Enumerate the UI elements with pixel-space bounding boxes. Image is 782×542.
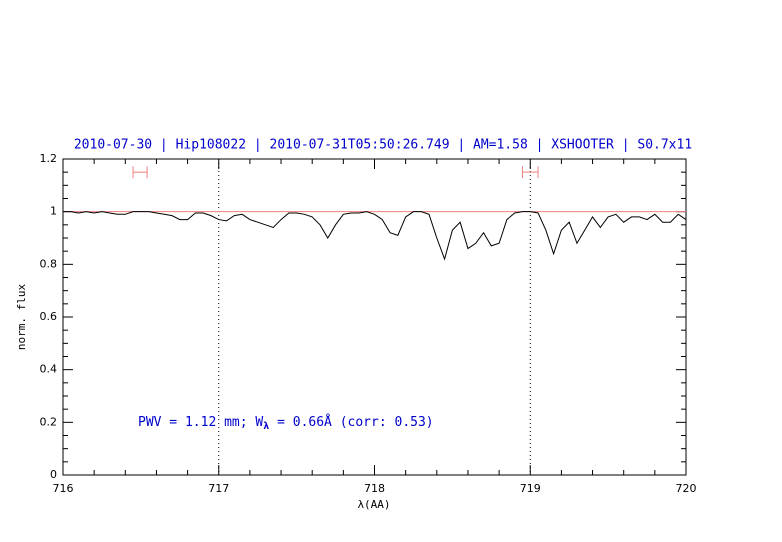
spectrum-line xyxy=(63,211,687,261)
y-tick-label: 0.8 xyxy=(40,257,58,270)
annotation: PWV = 1.12 mm; Wλ = 0.66Å (corr: 0.53) xyxy=(138,414,434,433)
annotation-subscript: λ xyxy=(263,421,269,432)
x-tick-label: 716 xyxy=(53,482,74,495)
x-axis-label: λ(AA) xyxy=(357,498,390,511)
y-tick-label: 0.6 xyxy=(40,310,58,323)
x-tick-label: 720 xyxy=(676,482,697,495)
chart-title: 2010-07-30 | Hip108022 | 2010-07-31T05:5… xyxy=(74,138,692,153)
annotation-text: PWV = 1.12 mm; W xyxy=(138,415,263,430)
y-tick-label: 1 xyxy=(50,205,57,218)
x-tick-label: 718 xyxy=(364,482,385,495)
x-tick-label: 719 xyxy=(520,482,541,495)
y-tick-label: 0.2 xyxy=(40,415,58,428)
x-tick-label: 717 xyxy=(208,482,229,495)
y-tick-label: 0 xyxy=(50,468,57,481)
y-axis-label: norm. flux xyxy=(15,284,28,351)
y-tick-label: 0.4 xyxy=(40,363,58,376)
y-tick-label: 1.2 xyxy=(40,152,58,165)
annotation-text: = 0.66Å (corr: 0.53) xyxy=(269,414,433,430)
